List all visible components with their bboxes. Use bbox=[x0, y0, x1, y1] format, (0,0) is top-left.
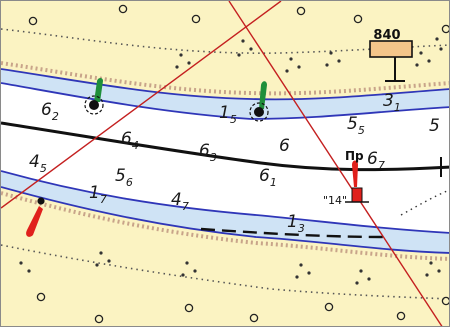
landmark-circle-icon bbox=[396, 311, 406, 321]
landmark-circle-icon bbox=[441, 24, 449, 34]
buoy-type-label: Пр bbox=[345, 149, 364, 163]
red-buoy-icon bbox=[26, 197, 45, 237]
depth-label: 63 bbox=[199, 141, 217, 164]
channel-boundary-dotted bbox=[400, 190, 448, 216]
landmark-circle-icon bbox=[441, 296, 449, 306]
landmark-circle-icon bbox=[353, 14, 363, 24]
depth-label: 67 bbox=[367, 149, 385, 172]
lower-bank-hatch bbox=[1, 191, 449, 261]
km-post-icon: 840 bbox=[369, 28, 413, 82]
depth-label: 17 bbox=[89, 183, 107, 206]
landmark-circle-icon bbox=[28, 16, 38, 26]
landmark-circle-icon bbox=[36, 292, 46, 302]
isobath-upper-inner bbox=[1, 82, 449, 120]
depth-label: 5 bbox=[429, 116, 440, 136]
upper-bank-hatch bbox=[1, 61, 449, 96]
depth-label: 15 bbox=[219, 103, 237, 126]
depth-label: 56 bbox=[115, 166, 133, 189]
green-buoy-icon bbox=[249, 81, 269, 122]
fairway-axis-line bbox=[1, 121, 449, 172]
landmark-circles bbox=[28, 4, 449, 324]
depth-label: 64 bbox=[121, 129, 139, 152]
depth-label: 47 bbox=[171, 190, 189, 213]
depth-labels: 62 15 31 64 63 6 55 5 45 56 61 67 17 47 … bbox=[29, 91, 440, 235]
depth-label: 62 bbox=[41, 100, 59, 123]
isobath-lower-outer bbox=[1, 186, 449, 254]
depth-label: 6 bbox=[279, 136, 290, 156]
channel-boundary-dashed bbox=[200, 227, 387, 239]
depth-label: 61 bbox=[259, 166, 277, 189]
landmark-circle-icon bbox=[324, 302, 334, 312]
depth-label: 45 bbox=[29, 152, 47, 175]
isobath-upper-outer bbox=[1, 68, 449, 101]
landmark-circle-icon bbox=[184, 303, 194, 313]
range-line-left bbox=[1, 1, 282, 209]
landmark-circle-icon bbox=[118, 4, 128, 14]
isobath-lower-inner bbox=[1, 170, 449, 234]
landmark-circle-icon bbox=[94, 314, 104, 324]
depth-label: 13 bbox=[287, 212, 305, 235]
red-buoy-icon: Пр "14" bbox=[323, 149, 369, 207]
depth-label: 31 bbox=[383, 91, 401, 114]
depth-label: 55 bbox=[347, 114, 365, 137]
buoy-number-label: "14" bbox=[323, 194, 347, 207]
range-line-right bbox=[228, 1, 443, 326]
landmark-circle-icon bbox=[249, 313, 259, 323]
vegetation-dots bbox=[19, 37, 443, 285]
km-sign-label: 840 bbox=[373, 28, 400, 43]
green-buoy-icon bbox=[84, 78, 104, 115]
landmark-circle-icon bbox=[191, 14, 201, 24]
landmark-circle-icon bbox=[296, 6, 306, 16]
lower-dotted-line bbox=[1, 244, 449, 300]
